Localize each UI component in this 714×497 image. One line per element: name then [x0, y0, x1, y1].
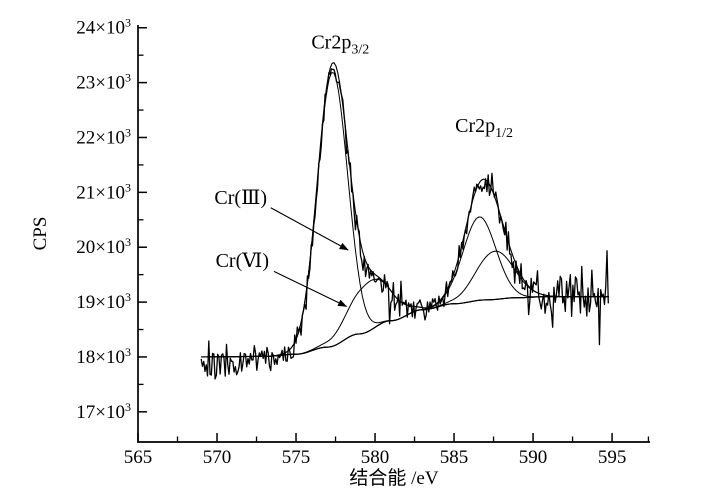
curve-component-cr6-2p32 [201, 278, 609, 358]
annotation-arrow-cr6 [273, 270, 348, 307]
x-tick-label: 575 [282, 447, 311, 468]
curve-component-cr3-2p12 [201, 216, 609, 358]
peak-label-cr2p12: Cr2p1/2 [455, 115, 513, 141]
curve-envelope [201, 62, 609, 358]
species-label-cr6: Cr(Ⅵ) [216, 250, 269, 272]
y-tick-label: 20×103 [76, 235, 131, 258]
x-tick-label: 570 [203, 447, 232, 468]
x-axis-title: 结合能 /eV [349, 467, 438, 489]
x-tick-label: 580 [361, 447, 390, 468]
y-tick-label: 17×103 [76, 400, 131, 423]
curves-layer [200, 62, 609, 380]
curve-experimental [200, 68, 609, 380]
curve-component-cr3-2p32 [201, 72, 609, 358]
y-tick-label: 19×103 [76, 290, 131, 313]
y-tick-label: 18×103 [76, 345, 131, 368]
y-tick-label: 24×103 [76, 16, 131, 39]
x-tick-label: 585 [440, 447, 469, 468]
annotations-layer: Cr2p3/2 Cr2p1/2 Cr(Ⅲ) Cr(Ⅵ) [214, 32, 513, 307]
y-axis-title: CPS [30, 217, 51, 251]
species-label-cr3: Cr(Ⅲ) [214, 187, 267, 209]
y-tick-label: 23×103 [76, 71, 131, 94]
x-tick-label: 565 [124, 447, 153, 468]
axes-layer: 565 570 575 580 585 590 595 17×103 18×103 19×103 2… [30, 16, 650, 489]
y-tick-label: 21×103 [76, 180, 131, 203]
peak-label-cr2p32: Cr2p3/2 [311, 32, 369, 58]
x-tick-label: 595 [598, 447, 627, 468]
x-tick-label: 590 [519, 447, 548, 468]
annotation-arrow-cr3 [270, 207, 349, 251]
y-tick-label: 22×103 [76, 125, 131, 148]
